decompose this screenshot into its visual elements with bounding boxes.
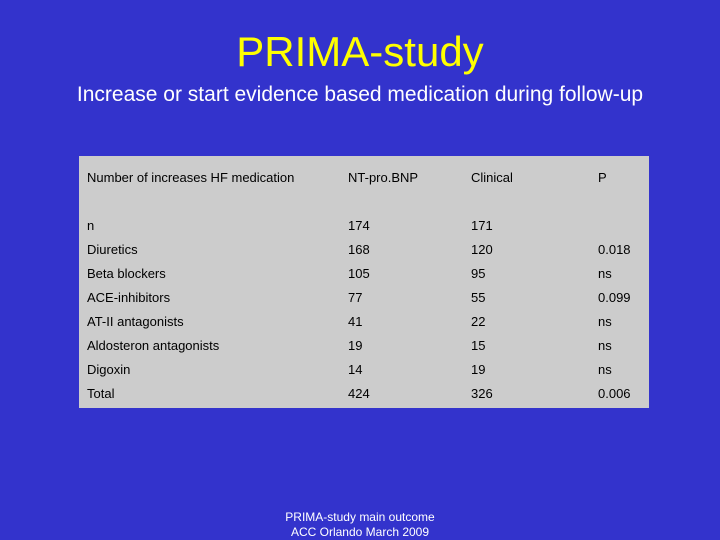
row-label: n	[87, 218, 95, 233]
table-header-row: Number of increases HF medication NT-pro…	[79, 166, 649, 190]
header-medication: Number of increases HF medication	[87, 170, 295, 185]
cell-clinical: 55	[471, 290, 486, 305]
cell-nt-probnp: 19	[348, 338, 363, 353]
row-label: Diuretics	[87, 242, 138, 257]
cell-clinical: 326	[471, 386, 493, 401]
cell-clinical: 15	[471, 338, 486, 353]
cell-clinical: 171	[471, 218, 493, 233]
cell-clinical: 95	[471, 266, 486, 281]
cell-p: 0.006	[598, 386, 631, 401]
table-row: ACE-inhibitors 77 55 0.099	[79, 286, 649, 310]
footer-line-1: PRIMA-study main outcome	[285, 510, 435, 524]
slide-subtitle: Increase or start evidence based medicat…	[76, 83, 644, 106]
cell-nt-probnp: 174	[348, 218, 370, 233]
row-label: ACE-inhibitors	[87, 290, 171, 305]
medication-table: Number of increases HF medication NT-pro…	[79, 156, 649, 408]
row-label: Aldosteron antagonists	[87, 338, 220, 353]
cell-clinical: 120	[471, 242, 493, 257]
slide-title: PRIMA-study	[236, 28, 484, 75]
cell-p: ns	[598, 266, 612, 281]
cell-clinical: 22	[471, 314, 486, 329]
cell-p: ns	[598, 314, 612, 329]
cell-nt-probnp: 105	[348, 266, 370, 281]
table-row: Digoxin 14 19 ns	[79, 358, 649, 382]
cell-nt-probnp: 41	[348, 314, 363, 329]
cell-nt-probnp: 77	[348, 290, 363, 305]
table-row: AT-II antagonists 41 22 ns	[79, 310, 649, 334]
table-row: n 174 171	[79, 214, 649, 238]
cell-p: 0.018	[598, 242, 631, 257]
table-row: Aldosteron antagonists 19 15 ns	[79, 334, 649, 358]
header-clinical: Clinical	[471, 170, 513, 185]
cell-nt-probnp: 424	[348, 386, 370, 401]
row-label: Beta blockers	[87, 266, 166, 281]
row-label: AT-II antagonists	[87, 314, 184, 329]
cell-clinical: 19	[471, 362, 486, 377]
header-p: P	[598, 170, 607, 185]
cell-p: 0.099	[598, 290, 631, 305]
cell-nt-probnp: 14	[348, 362, 363, 377]
row-label: Total	[87, 386, 115, 401]
cell-p: ns	[598, 362, 612, 377]
slide-footer: PRIMA-study main outcome ACC Orlando Mar…	[0, 510, 720, 540]
cell-nt-probnp: 168	[348, 242, 370, 257]
table-total-row: Total 424 326 0.006	[79, 382, 649, 406]
cell-p: ns	[598, 338, 612, 353]
header-nt-probnp: NT-pro.BNP	[348, 170, 419, 185]
table-row: Diuretics 168 120 0.018	[79, 238, 649, 262]
footer-line-2: ACC Orlando March 2009	[290, 525, 430, 539]
row-label: Digoxin	[87, 362, 131, 377]
table-row: Beta blockers 105 95 ns	[79, 262, 649, 286]
